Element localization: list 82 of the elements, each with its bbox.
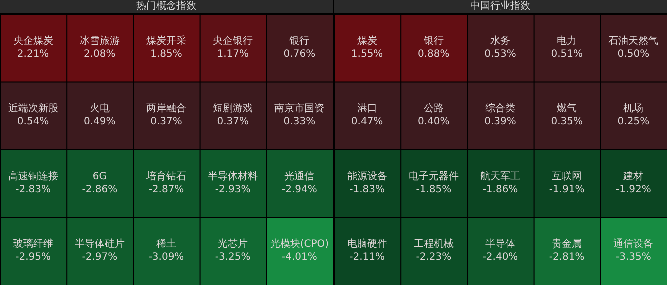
category-label: 半导体硅片 [74, 238, 125, 250]
category-label: 南京市国资 [274, 102, 325, 115]
data-label: -2.86% [82, 184, 118, 196]
category-label: 电子元器件 [408, 170, 459, 182]
category-label: 电脑硬件 [347, 238, 388, 250]
category-label: 电力 [557, 34, 578, 47]
data-label: 1.85% [150, 48, 182, 60]
data-label: -2.11% [350, 252, 385, 264]
data-label: -2.23% [416, 252, 452, 264]
data-label: 0.37% [150, 116, 182, 128]
data-label: 0.40% [418, 116, 450, 128]
category-label: 光通信 [284, 170, 315, 182]
category-label: 央企银行 [213, 34, 254, 47]
category-label: 半导体材料 [208, 170, 258, 182]
data-label: 0.50% [618, 48, 650, 60]
category-label: 石油天然气 [608, 34, 659, 47]
category-label: 公路 [424, 102, 444, 115]
category-label: 高速铜连接 [8, 170, 58, 182]
category-label: 短剧游戏 [213, 102, 254, 115]
data-label: 0.33% [284, 116, 316, 128]
category-label: 6G [92, 171, 107, 182]
data-label: -3.25% [215, 252, 251, 264]
data-label: -2.83% [16, 184, 51, 196]
data-label: -3.35% [616, 252, 652, 264]
category-label: 光芯片 [218, 238, 248, 250]
category-label: 水务 [490, 34, 510, 47]
data-label: 0.53% [484, 48, 516, 60]
data-label: 0.39% [484, 116, 516, 128]
data-label: 2.21% [17, 48, 50, 60]
data-label: 0.51% [551, 48, 583, 60]
category-label: 互联网 [552, 170, 582, 182]
category-label: 火电 [90, 102, 110, 115]
category-label: 航天军工 [480, 170, 520, 182]
data-label: 1.17% [217, 48, 249, 60]
text: 热门概念指数 [0, 0, 333, 13]
data-label: 0.76% [284, 48, 316, 60]
data-label: -2.81% [549, 252, 585, 264]
category-label: 建材 [622, 170, 644, 182]
data-label: 0.54% [17, 116, 50, 128]
data-label: -2.93% [215, 184, 251, 196]
data-label: -1.85% [416, 184, 452, 196]
category-label: 工程机械 [414, 238, 454, 250]
data-label: 2.08% [84, 48, 116, 60]
data-label: -2.95% [16, 252, 51, 264]
category-label: 煤炭开采 [146, 34, 186, 47]
category-label: 半导体 [486, 238, 516, 250]
data-label: -2.94% [282, 184, 318, 196]
data-label: -2.87% [148, 184, 184, 196]
category-label: 央企煤炭 [13, 34, 54, 47]
data-label: 0.47% [351, 116, 384, 128]
category-label: 稀土 [156, 238, 176, 250]
category-label: 通信设备 [614, 238, 654, 250]
data-label: -1.83% [350, 184, 385, 196]
category-label: 综合类 [486, 102, 516, 115]
data-label: 0.37% [217, 116, 249, 128]
data-label: -4.01% [282, 252, 318, 264]
category-label: 培育钻石 [146, 170, 186, 182]
text: 中国行业指数 [334, 0, 667, 13]
data-label: -1.86% [482, 184, 518, 196]
category-label: 机场 [624, 102, 644, 115]
data-label: -1.91% [549, 184, 585, 196]
data-label: -2.97% [82, 252, 118, 264]
data-label: 0.25% [618, 116, 650, 128]
category-label: 港口 [357, 102, 378, 115]
category-label: 冰雪旅游 [80, 34, 120, 47]
data-label: 0.88% [418, 48, 450, 60]
data-label: -1.92% [616, 184, 652, 196]
category-label: 能源设备 [347, 170, 388, 182]
category-label: 煤炭 [357, 34, 378, 47]
category-label: 两岸融合 [146, 102, 186, 115]
category-label: 玻璃纤维 [13, 238, 54, 250]
data-label: -3.09% [148, 252, 184, 264]
data-label: 1.55% [351, 48, 384, 60]
data-label: 0.35% [551, 116, 583, 128]
category-label: 银行 [422, 36, 444, 47]
data-label: 0.49% [84, 116, 116, 128]
category-label: 银行 [288, 36, 310, 47]
category-label: 光模块(CPO) [270, 238, 330, 250]
category-label: 燃气 [557, 102, 578, 115]
data-label: -2.40% [482, 252, 518, 264]
category-label: 近端次新股 [8, 102, 58, 115]
category-label: 贵金属 [552, 238, 582, 250]
